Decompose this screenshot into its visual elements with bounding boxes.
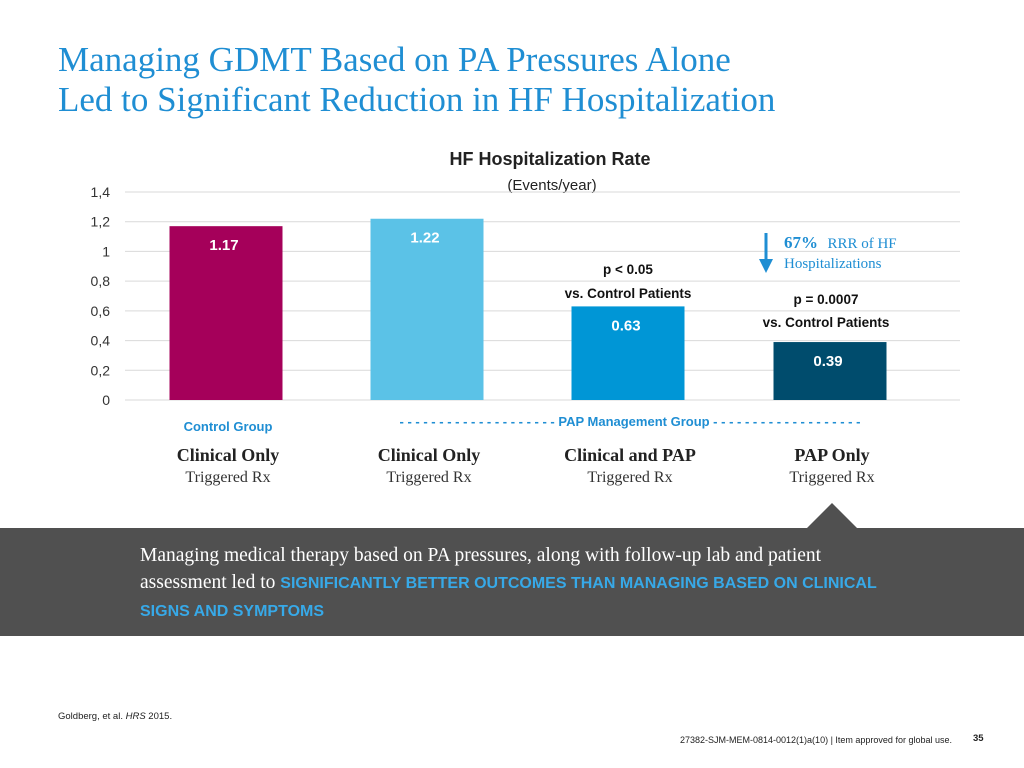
bar-value-label: 1.22 — [410, 230, 439, 247]
y-tick-label: 1,4 — [91, 184, 111, 200]
page-number: 35 — [973, 733, 984, 744]
stat-bar4-pvalue: p = 0.0007 — [794, 292, 859, 307]
slide-title-line-1: Managing GDMT Based on PA Pressures Alon… — [58, 40, 731, 79]
key-message-banner — [0, 528, 1024, 636]
category-labels: Clinical Only Triggered Rx Clinical Only Tr… — [177, 445, 875, 486]
bar — [571, 306, 685, 400]
reference-citation: Goldberg, et al. HRS 2015. — [58, 711, 172, 722]
category-label: Clinical and PAP — [564, 445, 696, 465]
slide-title: Managing GDMT Based on PA Pressures Alon… — [58, 40, 998, 120]
bar — [773, 342, 887, 400]
y-tick-label: 0,6 — [91, 303, 111, 319]
rrr-annotation: 67% RRR of HF — [784, 233, 897, 252]
category-sublabel: Triggered Rx — [789, 469, 874, 486]
reference-authors: Goldberg, et al. — [58, 711, 126, 722]
bar-value-label: 0.39 — [813, 353, 842, 370]
category-label: Clinical Only — [177, 445, 280, 465]
y-tick-label: 0,8 — [91, 273, 111, 289]
y-tick-label: 0,4 — [91, 333, 111, 349]
category-sublabel: Triggered Rx — [386, 469, 471, 486]
category-label: Clinical Only — [378, 445, 481, 465]
stat-bar4-comparison: vs. Control Patients — [763, 315, 890, 330]
y-tick-label: 1,2 — [91, 214, 111, 230]
y-tick-label: 0,2 — [91, 362, 111, 378]
key-message-highlight: SIGNIFICANTLY BETTER OUTCOMES THAN MANAG… — [140, 575, 877, 620]
bar-value-label: 0.63 — [611, 317, 640, 334]
category-label: PAP Only — [794, 445, 869, 465]
y-tick-label: 0 — [102, 392, 110, 408]
y-axis-ticks: 0 0,2 0,4 0,6 0,8 1 1,2 1,4 — [91, 184, 111, 408]
key-message-body: Managing medical therapy based on PA pre… — [140, 545, 822, 593]
chart-subtitle: (Events/year) — [507, 177, 596, 194]
bar-value-label: 1.17 — [209, 237, 238, 254]
reference-year: 2015. — [145, 711, 173, 722]
category-sublabel: Triggered Rx — [185, 469, 270, 486]
slide-title-line-2: Led to Significant Reduction in HF Hospi… — [58, 80, 776, 119]
stat-bar3-pvalue: p < 0.05 — [603, 262, 653, 277]
document-code: 27382-SJM-MEM-0814-0012(1)a(10) | Item a… — [680, 735, 952, 745]
banner-notch — [806, 503, 858, 529]
pap-group-label: - - - - - - - - - - - - - - - - - - - - … — [400, 414, 861, 429]
bars: 1.17 1.22 0.63 0.39 — [169, 218, 887, 400]
category-sublabel: Triggered Rx — [587, 469, 672, 486]
y-tick-label: 1 — [102, 243, 110, 259]
rrr-value: 67% — [784, 233, 818, 252]
stat-bar3-comparison: vs. Control Patients — [565, 286, 692, 301]
reference-journal: HRS — [125, 711, 146, 722]
control-group-label: Control Group — [184, 419, 273, 434]
arrow-down-icon — [759, 233, 773, 273]
bar — [169, 226, 283, 400]
hf-hospitalization-chart: HF Hospitalization Rate (Events/year) 00… — [91, 149, 960, 486]
bar — [370, 218, 484, 400]
rrr-label-line-1: RRR of HF — [827, 236, 896, 252]
rrr-label-line-2: Hospitalizations — [784, 256, 882, 272]
chart-title: HF Hospitalization Rate — [449, 149, 650, 169]
key-message-text: Managing medical therapy based on PA pre… — [140, 542, 900, 625]
